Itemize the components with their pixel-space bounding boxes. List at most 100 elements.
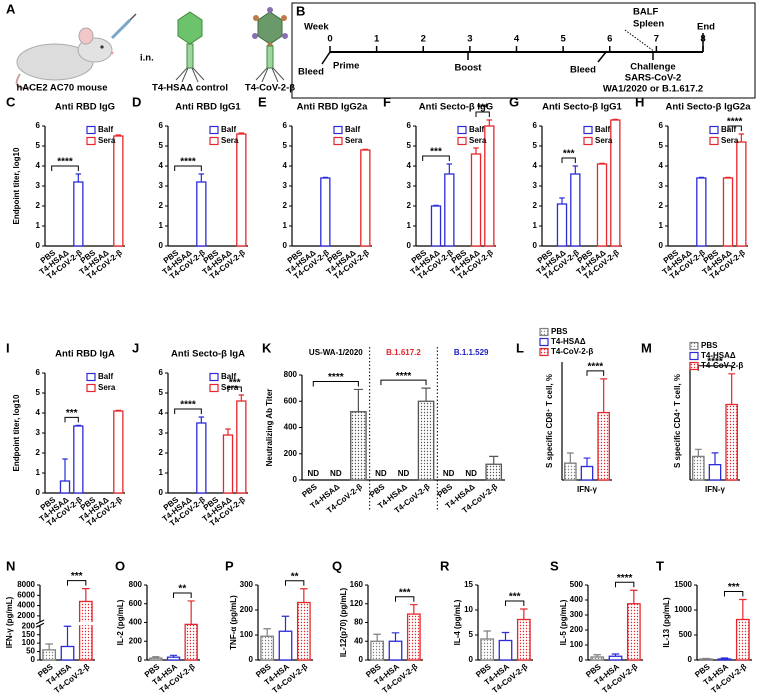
legend-swatch: [457, 125, 467, 135]
error-bar: [630, 589, 638, 604]
error-bar: [433, 204, 439, 206]
y-tick-label: 3: [36, 428, 41, 437]
y-tick-label: 40: [354, 636, 363, 645]
y-tick-label: 1: [159, 221, 164, 230]
bar: [708, 464, 722, 481]
bar: [608, 655, 623, 661]
legend-swatch: [583, 125, 593, 135]
y-tick-label: 100: [570, 640, 584, 649]
legend-label: T4-HSAΔ: [551, 337, 586, 346]
error-bar: [600, 378, 608, 413]
y-axis-label: Neutralizing Ab Titer: [265, 389, 274, 467]
y-tick-label: 100: [22, 638, 36, 647]
mouse-illustration: [15, 13, 137, 90]
y-tick-label: 4: [159, 408, 164, 417]
y-tick-label: 2: [533, 201, 538, 210]
phage-vaccine: [252, 7, 288, 83]
y-axis-label: Endpoint titer, log10: [12, 147, 21, 224]
legend-label: Sera: [98, 383, 116, 392]
bar: [320, 177, 331, 247]
error-bar: [45, 643, 53, 650]
y-tick-label: 3: [159, 181, 164, 190]
y-tick-label: 4: [36, 408, 41, 417]
legend-swatch: [709, 125, 719, 135]
y-tick-label: 100: [240, 630, 254, 639]
y-axis-label: Endpoint titer, log10: [12, 394, 21, 471]
error-bar: [75, 424, 82, 426]
y-tick-label: 2: [407, 201, 412, 210]
error-bar: [520, 608, 528, 620]
legend-swatch: [86, 136, 96, 146]
y-tick-label: 500: [679, 630, 693, 639]
bar: [73, 425, 84, 494]
significance-label: ****: [396, 371, 412, 382]
chart-title: Anti Secto-β IgG: [419, 102, 493, 113]
significance-bracket: [586, 370, 605, 376]
error-bar: [152, 656, 160, 659]
bar: [113, 410, 124, 494]
error-bar: [711, 452, 719, 465]
legend-swatch: [86, 125, 96, 135]
y-tick-label: 0: [36, 241, 41, 250]
y-tick-label: 400: [129, 618, 143, 627]
y-tick-label: 0: [283, 241, 288, 250]
chart-panel: J Anti Secto-β IgA0123456PBST4-HSAΔT4-CoV…: [132, 340, 248, 528]
mouse-label: hACE2 AC70 mouse: [17, 83, 108, 94]
significance-bracket: [380, 379, 427, 386]
y-axis-label: TNF-α (pg/mL): [229, 595, 238, 650]
bar: [196, 181, 207, 247]
value-label: ND: [398, 469, 410, 478]
y-tick-label: 4: [159, 161, 164, 170]
error-bar: [728, 373, 736, 405]
y-tick-label: 0: [293, 475, 298, 484]
y-tick-label: 0: [469, 655, 474, 664]
significance-label: ***: [229, 378, 241, 389]
y-tick-label: 0: [688, 655, 693, 664]
event-label: Prime: [333, 61, 359, 72]
y-tick-label: 4000: [17, 601, 35, 610]
y-tick-label: 200: [570, 625, 584, 634]
bar: [717, 658, 732, 661]
event-label: Bleed: [298, 67, 324, 78]
bar: [470, 153, 482, 247]
significance-label: ****: [707, 356, 723, 367]
error-bar: [559, 197, 565, 204]
significance-bracket: [285, 580, 305, 586]
panel-letter: N: [6, 558, 15, 573]
significance-bracket: [395, 596, 415, 602]
y-tick-label: 2: [659, 201, 664, 210]
legend-label: Balf: [469, 125, 484, 134]
y-tick-label: 4: [283, 161, 288, 170]
error-bar: [238, 394, 245, 401]
y-tick-label: 150: [22, 630, 36, 639]
bar: [260, 635, 275, 661]
y-tick-label: 2000: [17, 611, 35, 620]
significance-bracket: [174, 165, 202, 171]
legend-label: Sera: [721, 136, 739, 145]
y-tick-label: 10: [464, 605, 473, 614]
bar: [570, 173, 581, 247]
significance-bracket: [727, 125, 742, 131]
error-bar: [82, 588, 90, 602]
y-axis-label: IFN-γ (pg/mL): [5, 596, 14, 648]
y-tick-label: 5: [469, 630, 474, 639]
chart-title: Anti RBD IgG1: [175, 102, 241, 113]
bar: [360, 149, 371, 247]
error-bar: [300, 588, 308, 603]
legend-swatch: [209, 383, 219, 393]
arrow: [624, 29, 656, 53]
error-bar: [115, 409, 122, 411]
legend-swatch: [689, 341, 699, 351]
significance-label: ****: [180, 157, 196, 168]
y-tick-label: 0: [159, 241, 164, 250]
error-bar: [702, 657, 710, 660]
chart-title: Anti RBD IgG: [55, 102, 115, 113]
y-tick-label: 6: [659, 121, 664, 130]
panel-letter: I: [6, 340, 10, 355]
significance-label: ***: [477, 103, 489, 114]
panel-letter: C: [6, 94, 16, 109]
bar: [149, 657, 163, 661]
error-bar: [187, 600, 195, 625]
value-label: ND: [443, 469, 455, 478]
